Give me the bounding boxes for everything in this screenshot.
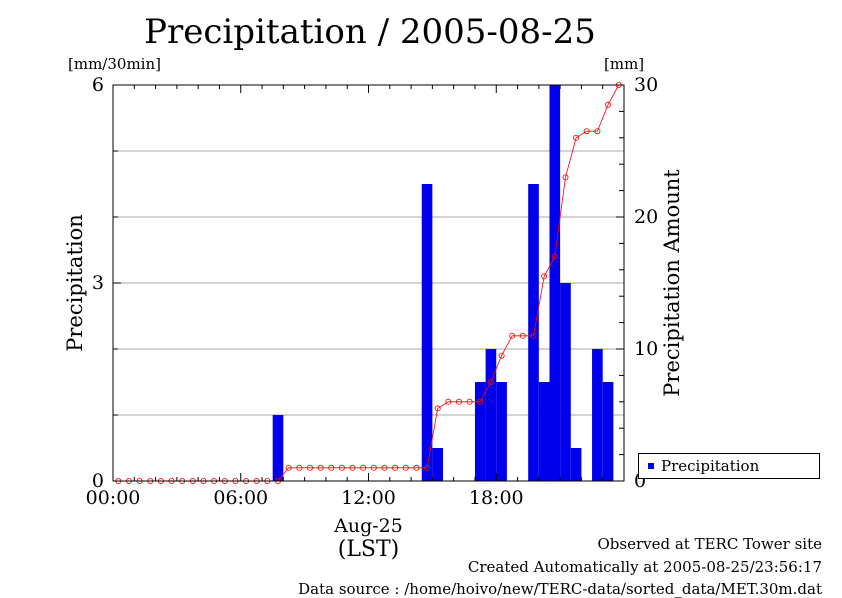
precipitation-bar: [528, 184, 539, 481]
cumulative-point: [328, 464, 335, 471]
right-axis-tick-label: 10: [634, 338, 658, 360]
x-axis-tick-label: 06:00: [213, 487, 268, 509]
precipitation-bar: [538, 382, 550, 481]
cumulative-point: [424, 464, 431, 471]
cumulative-point: [594, 128, 601, 135]
right-axis-tick-label: 20: [634, 206, 658, 228]
x-axis-date-label: Aug-25: [333, 515, 403, 537]
precipitation-bar: [560, 283, 571, 481]
cumulative-point: [360, 464, 367, 471]
cumulative-point: [487, 378, 494, 385]
cumulative-point: [413, 464, 420, 471]
x-axis-tick-label: 00:00: [86, 487, 141, 509]
cumulative-point: [381, 464, 388, 471]
cumulative-point: [370, 464, 377, 471]
right-axis-tick-label: 30: [634, 74, 658, 96]
left-axis-label: Precipitation: [63, 214, 87, 352]
precipitation-bar: [570, 448, 582, 481]
precipitation-bar: [549, 85, 561, 481]
precipitation-bar: [474, 382, 486, 481]
cumulative-point: [519, 332, 526, 339]
left-axis-unit: [mm/30min]: [68, 55, 161, 73]
cumulative-point: [573, 134, 580, 141]
cumulative-point: [605, 101, 612, 108]
precipitation-bar: [421, 184, 433, 481]
cumulative-point: [562, 174, 569, 181]
legend-label: Precipitation: [661, 457, 760, 475]
legend-swatch: [648, 463, 654, 469]
legend: Precipitation: [638, 453, 820, 479]
x-axis-label: (LST): [338, 537, 400, 562]
cumulative-point: [541, 273, 548, 280]
cumulative-point: [509, 332, 516, 339]
cumulative-point: [551, 253, 558, 260]
left-axis-tick-label: 3: [92, 272, 104, 294]
right-axis-label: Precipitation Amount: [660, 169, 684, 397]
cumulative-point: [306, 464, 313, 471]
cumulative-point: [338, 464, 345, 471]
cumulative-point: [349, 464, 356, 471]
precipitation-bar: [432, 448, 444, 481]
precipitation-bar: [602, 382, 614, 481]
footer-created: Created Automatically at 2005-08-25/23:5…: [467, 558, 822, 576]
cumulative-point: [477, 398, 484, 405]
left-axis-tick-label: 0: [92, 470, 104, 492]
chart-title: Precipitation / 2005-08-25: [144, 12, 596, 52]
cumulative-point: [583, 128, 590, 135]
cumulative-point: [392, 464, 399, 471]
precipitation-bar: [485, 349, 497, 481]
footer-source: Data source : /home/hoivo/new/TERC-data/…: [298, 580, 822, 598]
left-axis-tick-label: 6: [92, 74, 104, 96]
precipitation-bar: [592, 349, 603, 481]
cumulative-point: [285, 464, 292, 471]
x-axis-tick-label: 12:00: [341, 487, 396, 509]
cumulative-point: [498, 352, 505, 359]
cumulative-point: [445, 398, 452, 405]
cumulative-point: [530, 332, 537, 339]
cumulative-point: [317, 464, 324, 471]
right-axis-unit: [mm]: [604, 55, 645, 73]
cumulative-point: [296, 464, 303, 471]
precipitation-bar: [496, 382, 507, 481]
cumulative-point: [466, 398, 473, 405]
cumulative-point: [434, 405, 441, 412]
cumulative-point: [455, 398, 462, 405]
x-axis-tick-label: 18:00: [469, 487, 524, 509]
precipitation-bar: [272, 415, 284, 481]
footer-observed: Observed at TERC Tower site: [597, 535, 822, 553]
cumulative-point: [402, 464, 409, 471]
